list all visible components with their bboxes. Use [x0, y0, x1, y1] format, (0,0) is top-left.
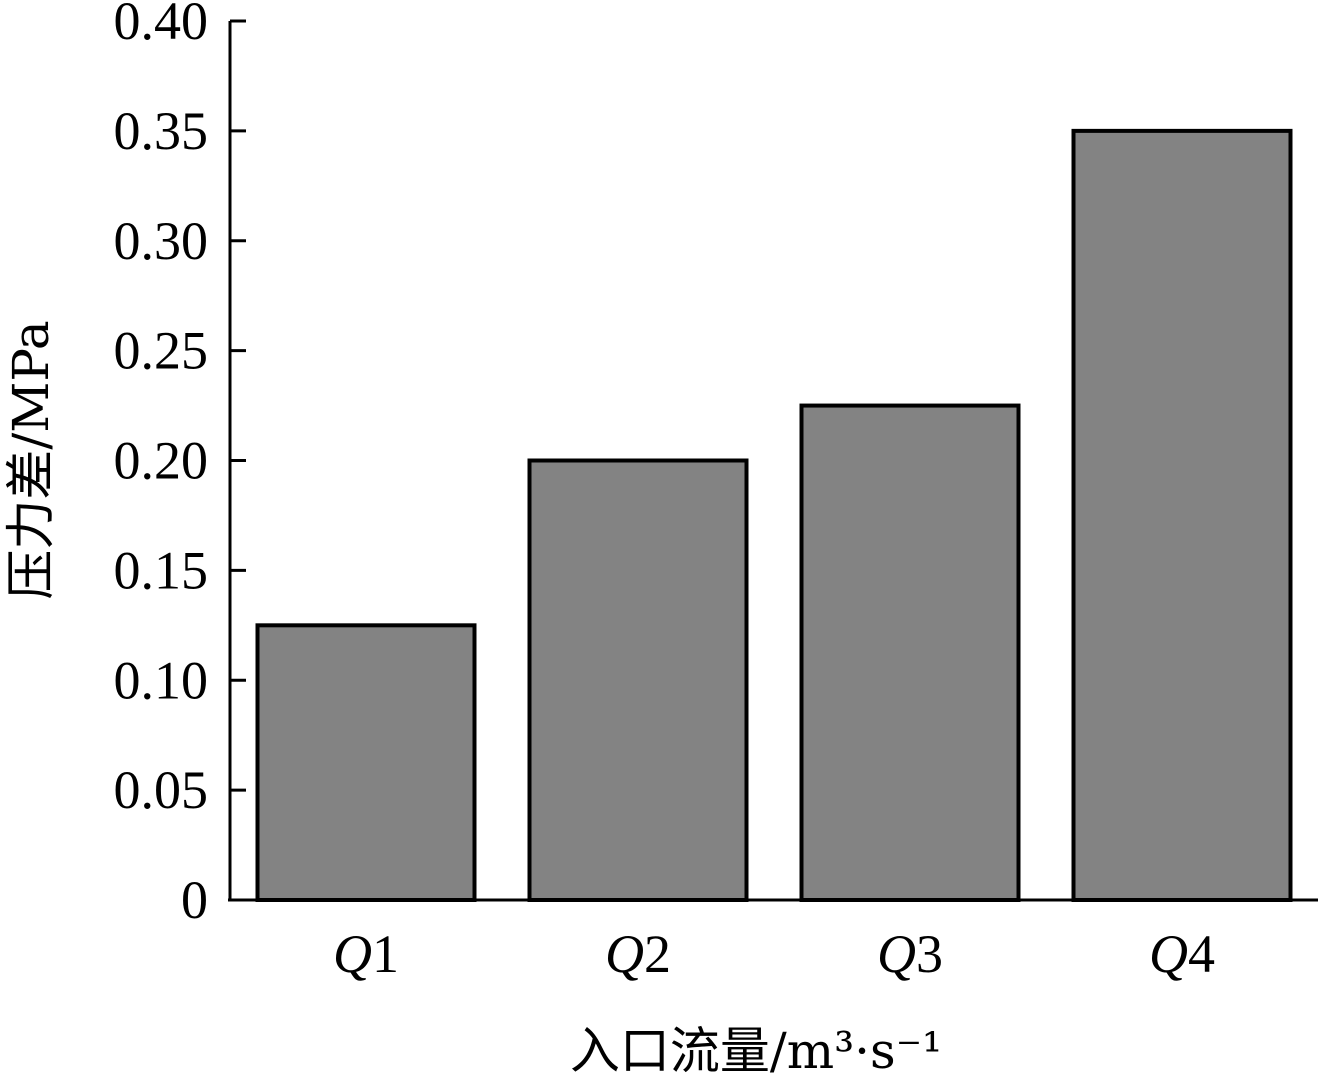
y-tick-label: 0.15	[114, 540, 209, 600]
y-tick-label: 0.20	[114, 431, 209, 491]
y-tick-label: 0.10	[114, 650, 209, 710]
x-category-label: Q4	[1149, 924, 1215, 984]
y-axis-title: 压力差/MPa	[2, 320, 60, 599]
y-tick-label: 0	[181, 870, 208, 930]
x-axis-title: 入口流量/m³·s⁻¹	[570, 1022, 942, 1078]
bar-q4	[1071, 128, 1293, 902]
y-tick-label: 0.40	[114, 0, 209, 51]
x-axis-category-labels: Q1 Q2 Q3 Q4	[333, 924, 1215, 984]
y-tick-label: 0.30	[114, 211, 209, 271]
y-tick-label: 0.35	[114, 101, 209, 161]
x-category-label: Q2	[605, 924, 671, 984]
bar-q1	[255, 623, 477, 902]
x-category-label: Q1	[333, 924, 399, 984]
bar-q2	[527, 458, 749, 902]
x-category-label: Q3	[877, 924, 943, 984]
bar-q3	[799, 403, 1021, 902]
y-tick-label: 0.05	[114, 760, 209, 820]
y-tick-label: 0.25	[114, 321, 209, 381]
bars-group	[255, 128, 1293, 902]
y-axis-ticks: 0 0.05 0.10 0.15 0.20 0.25 0.30 0.35 0.40	[114, 0, 246, 930]
